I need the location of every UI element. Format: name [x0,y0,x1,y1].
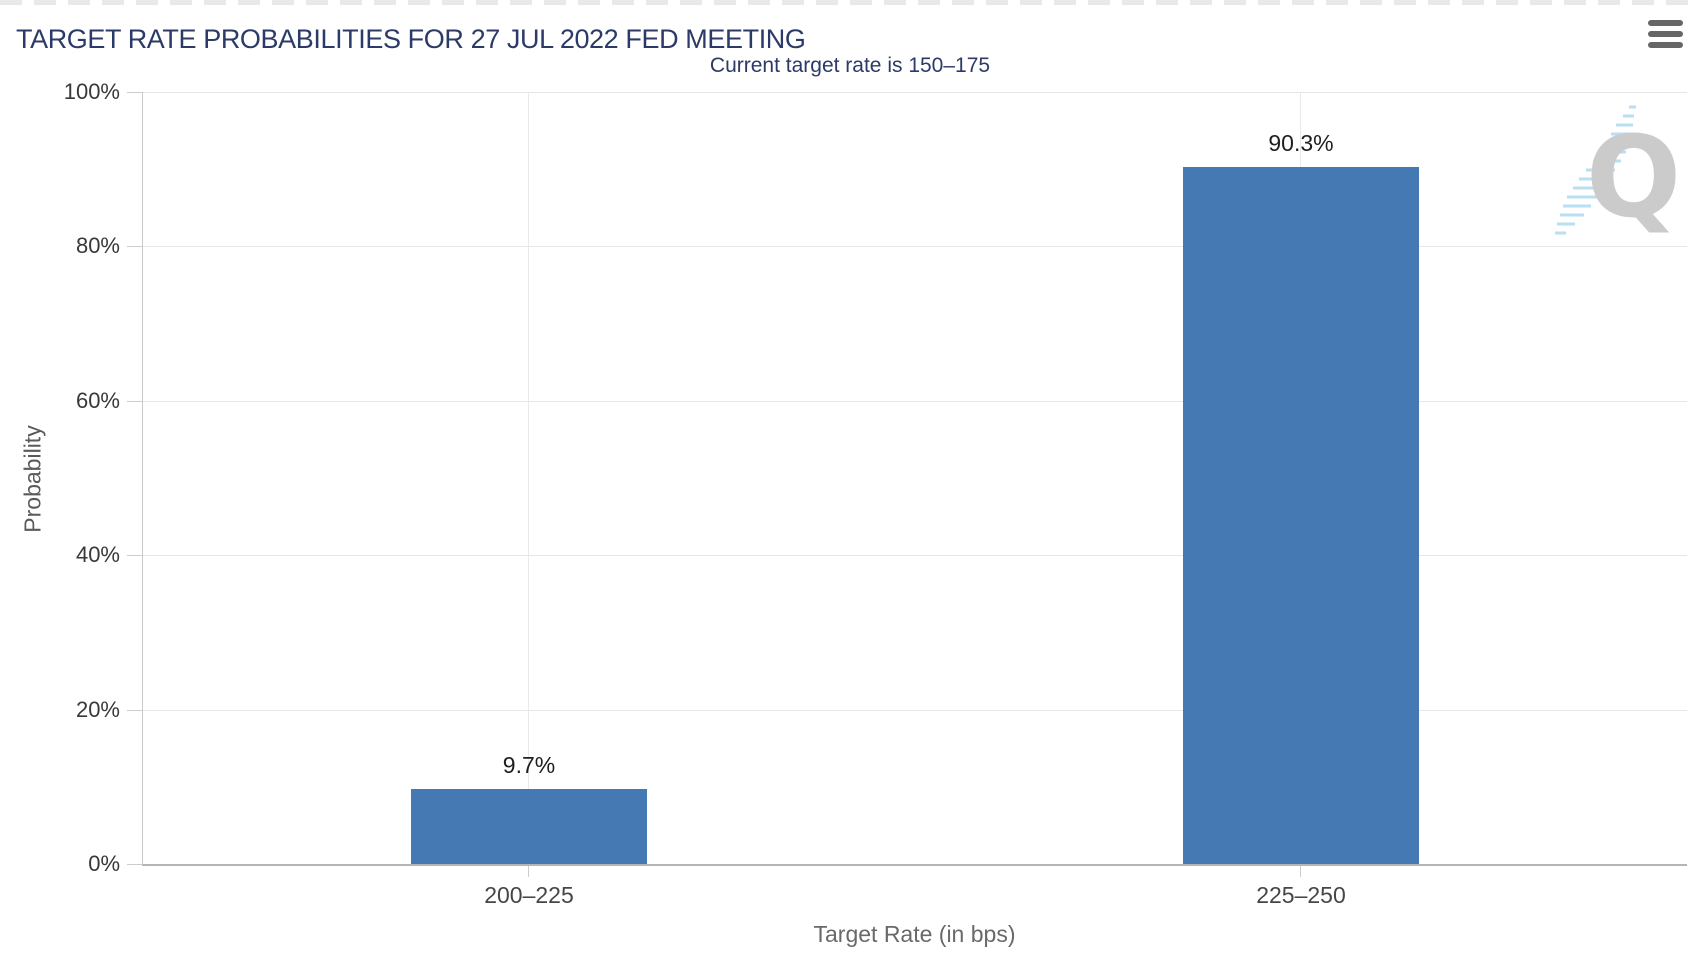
bar-200–225[interactable] [411,789,647,864]
y-tick-label: 60% [75,387,120,413]
x-axis-tick [1300,866,1301,877]
y-gridline [143,246,1687,248]
chart-title: TARGET RATE PROBABILITIES FOR 27 JUL 202… [16,24,806,55]
plot-area: Q 0% 20% 40% 60% 80% 100% 9.7% 200–225 90.3% 225–… [64,79,1687,908]
y-axis-tick [127,555,142,557]
hamburger-icon [1648,42,1683,48]
y-axis-tick [127,709,142,711]
y-gridline [143,555,1687,557]
y-axis-tick [127,92,142,93]
hamburger-icon [1648,20,1683,26]
y-axis-tick [127,864,142,865]
x-axis-title: Target Rate (in bps) [813,921,1016,947]
top-edge-artifact [0,0,1700,5]
y-gridline [143,92,1687,93]
quikstrike-watermark-logo: Q [1555,105,1681,243]
x-category-label: 200–225 [484,882,574,908]
bar-value-label: 9.7% [502,752,556,779]
y-tick-label: 40% [75,542,120,568]
y-axis-tick [127,246,142,248]
chart-context-menu-button[interactable] [1648,20,1683,48]
y-gridline [143,400,1687,402]
y-axis-tick [127,400,142,402]
hamburger-icon [1648,31,1683,37]
x-category-label: 225–250 [1256,882,1346,908]
chart-subtitle: Current target rate is 150–175 [709,54,991,77]
x-axis-tick [528,866,529,877]
y-tick-label: 0% [88,851,120,876]
y-axis-title: Probability [19,425,46,533]
y-gridline [143,709,1687,711]
y-tick-label: 80% [75,233,120,259]
watermark-swoosh [1555,105,1636,235]
bar-value-label: 90.3% [1268,129,1334,156]
y-tick-label: 20% [75,696,120,722]
bar-225–250[interactable] [1183,166,1419,864]
watermark-q-letter: Q [1586,113,1681,243]
x-gridline [528,92,529,864]
y-tick-label: 100% [63,79,120,104]
